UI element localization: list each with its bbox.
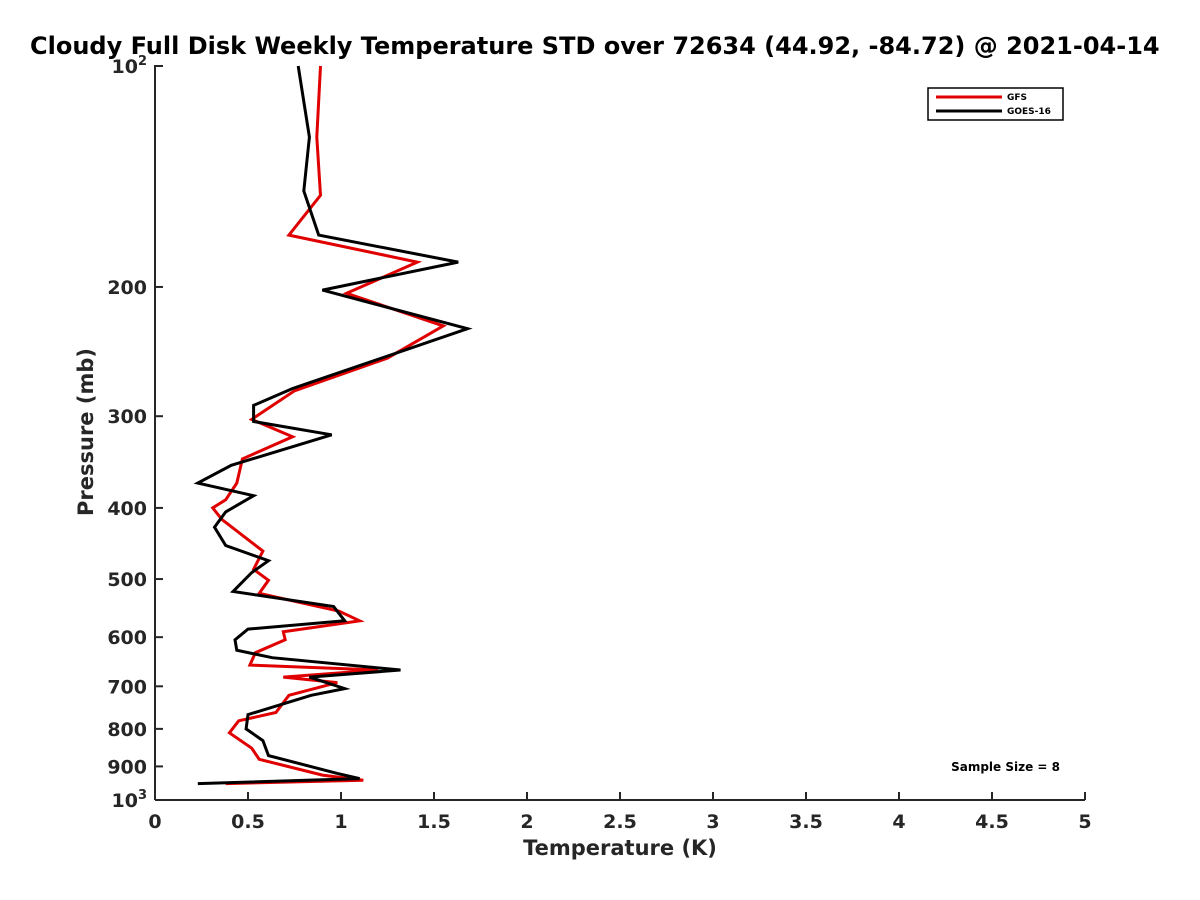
series-line-1: [193, 65, 473, 786]
y-axis-label: Pressure (mb): [74, 348, 98, 516]
chart-title: Cloudy Full Disk Weekly Temperature STD …: [30, 32, 1160, 60]
y-tick-label: 700: [107, 676, 147, 698]
x-tick-label: 0.5: [231, 811, 265, 833]
y-tick-label: 102: [112, 54, 148, 78]
x-tick-label: 5: [1078, 811, 1091, 833]
y-tick-label: 800: [107, 719, 147, 741]
x-tick-label: 3.5: [789, 811, 823, 833]
y-tick-label: 600: [107, 627, 147, 649]
x-axis-label: Temperature (K): [523, 836, 717, 860]
y-tick-label: 500: [107, 569, 147, 591]
axes-layer: 0 0.5 1 1.5 2 2.5 3 3.5 4 4.5 5 102 200 300 400 500 600 7…: [107, 54, 1091, 833]
x-tick-label: 1.5: [417, 811, 451, 833]
y-tick-label: 200: [107, 277, 147, 299]
y-tick-label: 300: [107, 406, 147, 428]
x-tick-label: 4.5: [975, 811, 1009, 833]
legend-label-1: GOES-16: [1007, 107, 1051, 117]
y-tick-label: 900: [107, 756, 147, 778]
x-tick-label: 4: [892, 811, 905, 833]
x-tick-label: 2: [520, 811, 533, 833]
x-tick-label: 1: [334, 811, 347, 833]
series-line-0: [210, 65, 447, 786]
y-tick-label: 400: [107, 498, 147, 520]
y-tick-label: 103: [112, 788, 148, 812]
sample-size-annotation: Sample Size = 8: [951, 760, 1060, 774]
legend: GFS GOES-16: [927, 87, 1064, 121]
legend-box: [927, 87, 1064, 121]
series-layer: [193, 65, 473, 786]
x-tick-label: 0: [148, 811, 161, 833]
x-tick-label: 3: [706, 811, 719, 833]
legend-label-0: GFS: [1007, 93, 1027, 103]
x-tick-label: 2.5: [603, 811, 637, 833]
